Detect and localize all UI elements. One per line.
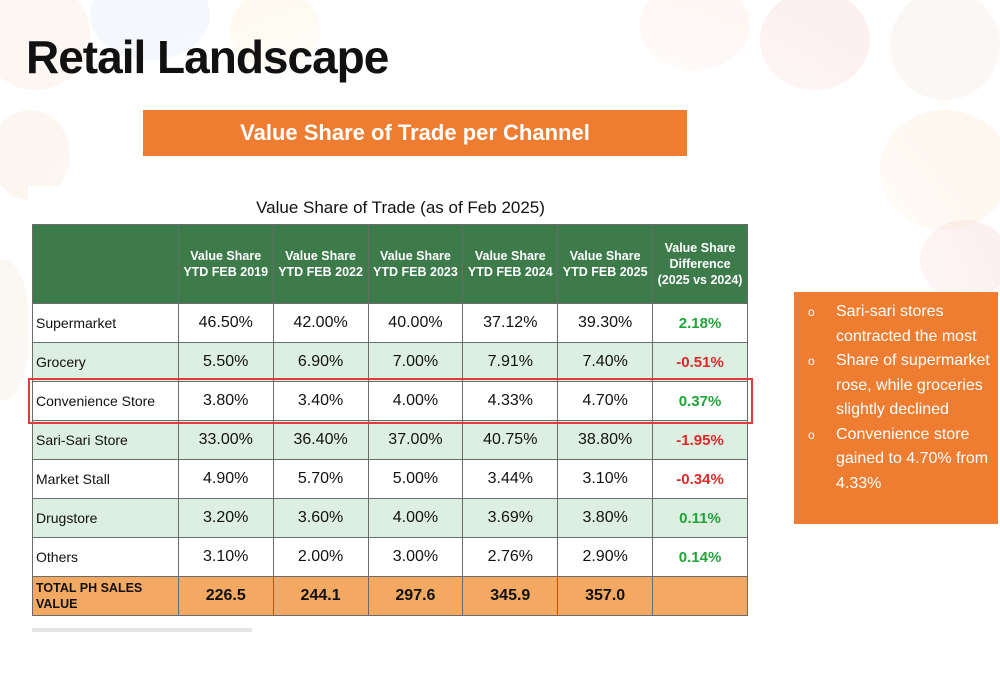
value-cell: 4.70% bbox=[557, 381, 654, 421]
channel-cell: Supermarket bbox=[32, 303, 179, 343]
header-2024: Value Share YTD FEB 2024 bbox=[462, 224, 559, 304]
value-cell: 7.00% bbox=[367, 342, 464, 382]
difference-cell: 0.14% bbox=[652, 537, 748, 577]
value-cell: 3.60% bbox=[272, 498, 369, 538]
value-cell: 38.80% bbox=[557, 420, 654, 460]
difference-cell: -1.95% bbox=[652, 420, 748, 460]
difference-cell: 2.18% bbox=[652, 303, 748, 343]
difference-cell: 0.37% bbox=[652, 381, 748, 421]
total-row: TOTAL PH SALES VALUE 226.5 244.1 297.6 3… bbox=[32, 576, 748, 616]
insight-item: o Convenience store gained to 4.70% from… bbox=[802, 423, 992, 497]
table-card: Value Share of Trade (as of Feb 2025) Va… bbox=[28, 186, 748, 630]
value-cell: 37.12% bbox=[462, 303, 559, 343]
value-cell: 3.80% bbox=[177, 381, 274, 421]
table-row: Supermarket 46.50% 42.00% 40.00% 37.12% … bbox=[32, 303, 748, 343]
channel-cell: Grocery bbox=[32, 342, 179, 382]
channel-cell: Convenience Store bbox=[32, 381, 179, 421]
total-difference-cell bbox=[652, 576, 748, 616]
value-cell: 5.50% bbox=[177, 342, 274, 382]
source-note-placeholder bbox=[32, 628, 252, 632]
value-cell: 4.00% bbox=[367, 498, 464, 538]
value-cell: 3.80% bbox=[557, 498, 654, 538]
total-value-cell: 297.6 bbox=[367, 576, 464, 616]
table-row: Sari-Sari Store 33.00% 36.40% 37.00% 40.… bbox=[32, 420, 748, 460]
table-row: Others 3.10% 2.00% 3.00% 2.76% 2.90% 0.1… bbox=[32, 537, 748, 577]
value-cell: 46.50% bbox=[177, 303, 274, 343]
value-cell: 40.75% bbox=[462, 420, 559, 460]
table-row: Drugstore 3.20% 3.60% 4.00% 3.69% 3.80% … bbox=[32, 498, 748, 538]
channel-cell: Sari-Sari Store bbox=[32, 420, 179, 460]
value-cell: 3.40% bbox=[272, 381, 369, 421]
insight-text: Share of supermarket rose, while groceri… bbox=[836, 352, 990, 418]
insight-text: Sari-sari stores contracted the most bbox=[836, 303, 977, 345]
circle-bullet-icon: o bbox=[808, 354, 815, 368]
value-cell: 2.00% bbox=[272, 537, 369, 577]
value-cell: 5.00% bbox=[367, 459, 464, 499]
value-cell: 37.00% bbox=[367, 420, 464, 460]
insight-item: o Sari-sari stores contracted the most bbox=[802, 300, 992, 349]
header-difference: Value Share Difference (2025 vs 2024) bbox=[652, 224, 748, 304]
value-cell: 4.33% bbox=[462, 381, 559, 421]
value-cell: 5.70% bbox=[272, 459, 369, 499]
value-cell: 33.00% bbox=[177, 420, 274, 460]
circle-bullet-icon: o bbox=[808, 427, 815, 442]
header-2022: Value Share YTD FEB 2022 bbox=[272, 224, 369, 304]
value-cell: 42.00% bbox=[272, 303, 369, 343]
difference-cell: 0.11% bbox=[652, 498, 748, 538]
channel-cell: Drugstore bbox=[32, 498, 179, 538]
value-cell: 36.40% bbox=[272, 420, 369, 460]
channel-cell: Market Stall bbox=[32, 459, 179, 499]
value-cell: 3.69% bbox=[462, 498, 559, 538]
header-2025: Value Share YTD FEB 2025 bbox=[557, 224, 654, 304]
table-row: Convenience Store 3.80% 3.40% 4.00% 4.33… bbox=[32, 381, 748, 421]
insight-text: Convenience store gained to 4.70% from 4… bbox=[836, 425, 989, 492]
total-value-cell: 226.5 bbox=[177, 576, 274, 616]
table-title: Value Share of Trade (as of Feb 2025) bbox=[256, 198, 545, 217]
total-value-cell: 244.1 bbox=[272, 576, 369, 616]
value-cell: 39.30% bbox=[557, 303, 654, 343]
value-cell: 40.00% bbox=[367, 303, 464, 343]
value-cell: 3.20% bbox=[177, 498, 274, 538]
header-2023: Value Share YTD FEB 2023 bbox=[367, 224, 464, 304]
total-value-cell: 357.0 bbox=[557, 576, 654, 616]
page-title: Retail Landscape bbox=[26, 31, 389, 83]
table-row: Grocery 5.50% 6.90% 7.00% 7.91% 7.40% -0… bbox=[32, 342, 748, 382]
total-label: TOTAL PH SALES VALUE bbox=[32, 576, 179, 616]
value-cell: 7.91% bbox=[462, 342, 559, 382]
value-cell: 2.90% bbox=[557, 537, 654, 577]
value-cell: 3.00% bbox=[367, 537, 464, 577]
convenience-store-highlight bbox=[28, 378, 753, 424]
value-cell: 7.40% bbox=[557, 342, 654, 382]
header-2019: Value Share YTD FEB 2019 bbox=[177, 224, 274, 304]
insight-item: o Share of supermarket rose, while groce… bbox=[802, 349, 992, 423]
value-cell: 3.10% bbox=[557, 459, 654, 499]
value-share-table: Value Share YTD FEB 2019 Value Share YTD… bbox=[32, 224, 748, 616]
value-cell: 3.10% bbox=[177, 537, 274, 577]
insights-panel: o Sari-sari stores contracted the most o… bbox=[794, 292, 998, 524]
total-value-cell: 345.9 bbox=[462, 576, 559, 616]
value-cell: 4.90% bbox=[177, 459, 274, 499]
difference-cell: -0.34% bbox=[652, 459, 748, 499]
value-cell: 3.44% bbox=[462, 459, 559, 499]
channel-cell: Others bbox=[32, 537, 179, 577]
circle-bullet-icon: o bbox=[808, 305, 815, 319]
header-channel bbox=[32, 224, 179, 304]
value-cell: 2.76% bbox=[462, 537, 559, 577]
section-banner: Value Share of Trade per Channel bbox=[143, 110, 687, 156]
table-header-row: Value Share YTD FEB 2019 Value Share YTD… bbox=[32, 224, 748, 304]
table-row: Market Stall 4.90% 5.70% 5.00% 3.44% 3.1… bbox=[32, 459, 748, 499]
value-cell: 6.90% bbox=[272, 342, 369, 382]
value-cell: 4.00% bbox=[367, 381, 464, 421]
difference-cell: -0.51% bbox=[652, 342, 748, 382]
